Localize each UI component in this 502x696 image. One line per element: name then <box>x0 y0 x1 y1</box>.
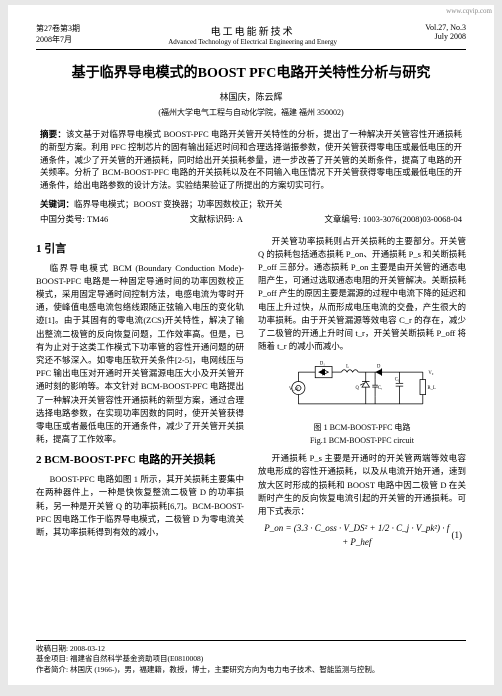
figure-caption-cn: 图 1 BCM-BOOST-PFC 电路 <box>258 423 466 433</box>
affiliation: (福州大学电气工程与自动化学院，福建 福州 350002) <box>36 107 466 118</box>
label-vac: V_ac <box>289 387 299 392</box>
label-vo: V₀ <box>428 371 433 376</box>
label-rl: R_L <box>427 386 435 391</box>
section1-para1: 临界导电模式 BCM (Boundary Conduction Mode)-BO… <box>36 262 244 446</box>
vol-issue-cn: 第27卷第3期 <box>36 23 80 34</box>
header-center: 电工电能新技术 Advanced Technology of Electrica… <box>80 23 425 46</box>
keywords-label: 关键词： <box>40 199 74 209</box>
figure-1: D₁ L D Q Cᵣ C₀ R_L V_ac V₀ 图 1 BCM-BOOST… <box>258 359 466 446</box>
date-en: July 2008 <box>425 32 466 41</box>
date-cn: 2008年7月 <box>36 34 80 45</box>
footer: 收稿日期: 2008-03-12 基金项目: 福建省自然科学基金资助项目(E08… <box>36 640 466 676</box>
header-right: Vol.27, No.3 July 2008 <box>425 23 466 41</box>
label-cr: Cᵣ <box>378 386 382 391</box>
figure-caption-en: Fig.1 BCM-BOOST-PFC circuit <box>258 436 466 446</box>
doc-code-label: 文献标识码: <box>190 214 235 224</box>
abstract-label: 摘要： <box>40 129 66 139</box>
funding: 基金项目: 福建省自然科学基金资助项目(E0810008) <box>36 654 466 665</box>
received-date: 收稿日期: 2008-03-12 <box>36 644 466 655</box>
keywords-text: 临界导电模式；BOOST 变换器；功率因数校正；软开关 <box>74 199 282 209</box>
classification-row: 中国分类号: TM46 文献标识码: A 文章编号: 1003-3076(200… <box>40 213 462 225</box>
col2-para2: 开通损耗 P_s 主要是开通时的开关管两端等效电容放电形成的容性开通损耗，以及从… <box>258 452 466 518</box>
journal-title-cn: 电工电能新技术 <box>80 23 425 38</box>
page-header: 第27卷第3期 2008年7月 电工电能新技术 Advanced Technol… <box>36 23 466 46</box>
section2-heading: 2 BCM-BOOST-PFC 电路的开关损耗 <box>36 452 244 469</box>
abstract-text: 该文基于对临界导电模式 BOOST-PFC 电路开关管开关特性的分析，提出了一种… <box>40 129 462 190</box>
class-number: 中国分类号: TM46 <box>40 213 108 225</box>
label-co: C₀ <box>395 378 400 383</box>
class-no-val: TM46 <box>87 214 108 224</box>
doc-code-val: A <box>237 214 243 224</box>
keywords: 关键词：临界导电模式；BOOST 变换器；功率因数校正；软开关 <box>40 198 462 210</box>
watermark: www.cqvip.com <box>446 7 492 15</box>
equation-1: P_on = (3.3 · C_oss · V_DS² + 1/2 · C_j … <box>258 522 466 550</box>
section2-para1: BOOST-PFC 电路如图 1 所示，其开关损耗主要集中在两种器件上，一种是快… <box>36 473 244 539</box>
label-q: Q <box>355 386 359 391</box>
body-columns: 1 引言 临界导电模式 BCM (Boundary Conduction Mod… <box>36 235 466 554</box>
article-number: 文章编号: 1003-3076(2008)03-0068-04 <box>324 213 462 225</box>
formula-number: (1) <box>452 529 463 543</box>
vol-issue-en: Vol.27, No.3 <box>425 23 466 32</box>
header-rule <box>36 49 466 50</box>
journal-title-en: Advanced Technology of Electrical Engine… <box>80 38 425 46</box>
col2-para1: 开关管功率损耗则占开关损耗的主要部分。开关管 Q 的损耗包括通态损耗 P_on、… <box>258 235 466 354</box>
left-column: 1 引言 临界导电模式 BCM (Boundary Conduction Mod… <box>36 235 244 554</box>
article-no-label: 文章编号: <box>324 214 360 224</box>
author-bio: 作者简介: 林国庆 (1966-)，男，福建籍，教授，博士，主要研究方向为电力电… <box>36 665 466 676</box>
class-no-label: 中国分类号: <box>40 214 85 224</box>
abstract: 摘要：该文基于对临界导电模式 BOOST-PFC 电路开关管开关特性的分析，提出… <box>40 128 462 192</box>
label-l: L <box>346 365 349 370</box>
section1-heading: 1 引言 <box>36 241 244 258</box>
doc-code: 文献标识码: A <box>190 213 243 225</box>
formula-body: P_on = (3.3 · C_oss · V_DS² + 1/2 · C_j … <box>262 522 452 550</box>
label-di: D₁ <box>320 362 325 367</box>
authors: 林国庆，陈云辉 <box>36 90 466 103</box>
circuit-diagram: D₁ L D Q Cᵣ C₀ R_L V_ac V₀ <box>287 359 437 417</box>
label-d: D <box>377 365 381 370</box>
right-column: 开关管功率损耗则占开关损耗的主要部分。开关管 Q 的损耗包括通态损耗 P_on、… <box>258 235 466 554</box>
article-title: 基于临界导电模式的BOOST PFC电路开关特性分析与研究 <box>36 62 466 82</box>
article-no-val: 1003-3076(2008)03-0068-04 <box>363 214 462 224</box>
header-left: 第27卷第3期 2008年7月 <box>36 23 80 45</box>
